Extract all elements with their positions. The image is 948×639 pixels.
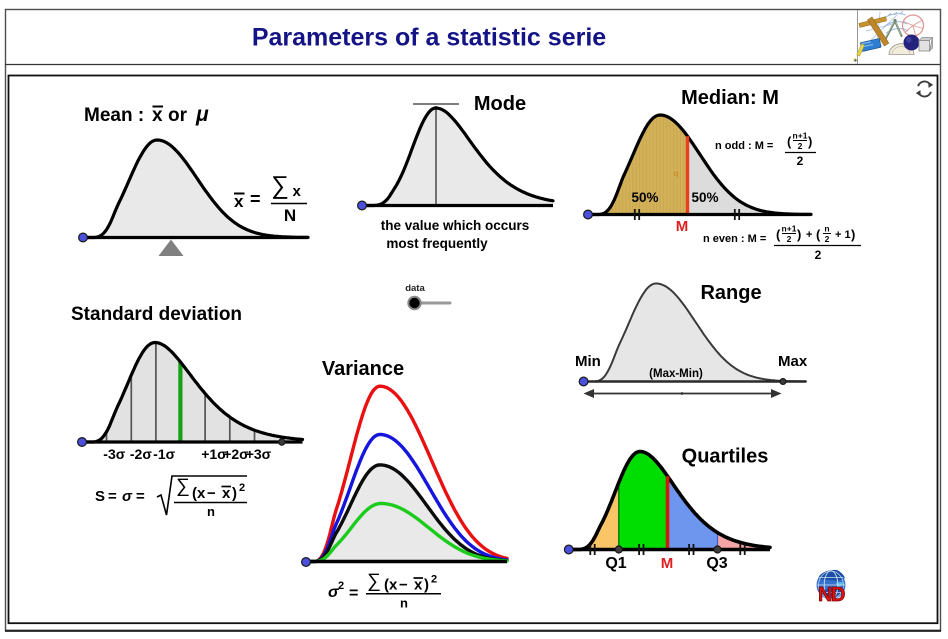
svg-text:2: 2	[825, 234, 830, 244]
svg-text:σ: σ	[122, 488, 133, 505]
svg-text:Mean :: Mean :	[84, 105, 144, 126]
svg-text:ND: ND	[818, 584, 845, 606]
svg-text:(: (	[787, 134, 792, 149]
svg-text:the value which occurs: the value which occurs	[381, 218, 530, 233]
svg-text:(Max-Min): (Max-Min)	[649, 368, 703, 380]
svg-text:M: M	[661, 555, 674, 572]
svg-text:x: x	[152, 105, 163, 126]
svg-text:Standard deviation: Standard deviation	[71, 304, 242, 325]
svg-text:N: N	[284, 206, 296, 225]
svg-text:S: S	[95, 488, 105, 505]
svg-text:-3σ: -3σ	[103, 446, 125, 462]
svg-text:n: n	[400, 596, 408, 611]
svg-text:+1σ: +1σ	[201, 446, 227, 462]
svg-text:=: =	[108, 488, 117, 505]
svg-text:): )	[232, 485, 237, 502]
svg-text:-1σ: -1σ	[153, 446, 175, 462]
svg-text:(x: (x	[384, 577, 398, 594]
svg-text:2: 2	[798, 141, 803, 151]
svg-text:(: (	[776, 227, 781, 242]
svg-text:(x: (x	[192, 485, 206, 502]
svg-text:−: −	[399, 577, 408, 594]
svg-text:∑: ∑	[176, 475, 190, 497]
svg-text:2: 2	[787, 234, 792, 244]
svg-text:Range: Range	[700, 282, 761, 304]
svg-text:Variance: Variance	[322, 358, 404, 380]
svg-text:q: q	[673, 168, 678, 178]
svg-text:): )	[808, 134, 812, 149]
svg-text:∑: ∑	[271, 172, 289, 200]
svg-text:Mode: Mode	[474, 93, 526, 115]
svg-text:most frequently: most frequently	[386, 236, 488, 251]
svg-text:=: =	[349, 585, 358, 602]
svg-text:x: x	[414, 577, 423, 594]
svg-text:+3σ: +3σ	[246, 446, 272, 462]
svg-text:Quartiles: Quartiles	[682, 446, 769, 468]
svg-text:+: +	[806, 229, 812, 241]
svg-text:M: M	[676, 218, 689, 235]
svg-text:Q3: Q3	[706, 555, 727, 572]
svg-text:50%: 50%	[691, 190, 718, 205]
svg-text:=: =	[250, 189, 261, 209]
svg-text:Parameters of a statistic seri: Parameters of a statistic serie	[252, 24, 606, 52]
svg-text:n+1: n+1	[782, 224, 797, 234]
svg-text:2: 2	[815, 248, 822, 262]
svg-text:): )	[851, 227, 855, 242]
svg-text:x: x	[293, 183, 302, 200]
svg-text:2: 2	[431, 574, 437, 586]
svg-text:(: (	[816, 227, 821, 242]
svg-text:n odd : M =: n odd : M =	[715, 140, 773, 152]
svg-text:or: or	[168, 105, 188, 126]
svg-text:=: =	[136, 488, 145, 505]
svg-text:Min: Min	[575, 353, 601, 370]
svg-text:n: n	[207, 504, 215, 519]
svg-text:n even : M =: n even : M =	[703, 233, 766, 245]
svg-text:n: n	[824, 224, 829, 234]
svg-text:σ: σ	[328, 584, 340, 601]
svg-text:2: 2	[239, 482, 245, 494]
svg-text:-2σ: -2σ	[130, 446, 152, 462]
svg-text:−: −	[207, 485, 216, 502]
svg-text:∑: ∑	[367, 570, 381, 592]
svg-text:data: data	[405, 283, 425, 294]
svg-text:x: x	[234, 192, 244, 211]
svg-text:2: 2	[797, 154, 804, 168]
svg-text:50%: 50%	[631, 190, 658, 205]
svg-text:+ 1: + 1	[835, 229, 851, 241]
svg-text:+2σ: +2σ	[223, 446, 249, 462]
svg-text:): )	[424, 577, 429, 594]
svg-text:Q1: Q1	[605, 555, 626, 572]
svg-text:x: x	[222, 485, 231, 502]
svg-text:2: 2	[338, 580, 344, 592]
svg-text:): )	[797, 227, 801, 242]
svg-text:n+1: n+1	[793, 131, 808, 141]
svg-text:Max: Max	[778, 353, 808, 370]
svg-text:Median: M: Median: M	[681, 87, 779, 109]
svg-text:μ: μ	[195, 103, 209, 126]
